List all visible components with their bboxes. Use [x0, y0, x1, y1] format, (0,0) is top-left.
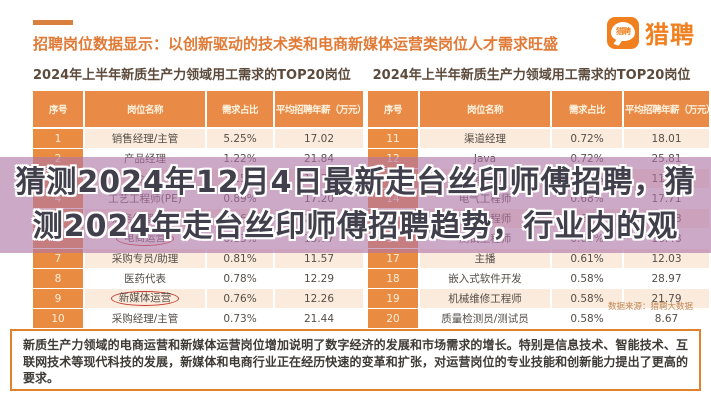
demand-share-cell: 0.61% [551, 248, 624, 269]
liepin-wordmark: 猎聘 [645, 21, 695, 49]
demand-share-cell: 0.58% [551, 268, 624, 289]
liepin-app-icon: 猎聘 [607, 16, 639, 49]
watermark-line-2: 测2024年走台丝印师傅招聘趋势，行业内的观 [32, 209, 679, 244]
demand-share-cell: 0.78% [206, 268, 275, 289]
rank-cell: 17 [368, 248, 420, 269]
column-header: 序号 [368, 91, 420, 129]
speech-bubble-icon: 猎聘 [611, 21, 635, 41]
rank-cell: 20 [368, 308, 420, 329]
avg-salary-cell: 8.67 [623, 308, 711, 329]
header-row: 序号 岗位名称 需求占比 平均招聘年薪（万元） [368, 91, 711, 129]
avg-salary-cell: 28.97 [623, 268, 711, 289]
job-name-cell: 渠道经理 [419, 128, 552, 149]
demand-share-cell: 0.76% [206, 288, 275, 309]
data-source-note: 数据来源：猎聘大数据 [607, 302, 693, 312]
column-header: 平均招聘年薪（万元） [274, 91, 365, 129]
job-name-cell: 嵌入式软件开发 [419, 268, 552, 289]
rank-cell: 10 [33, 308, 85, 329]
column-header: 需求占比 [551, 91, 624, 129]
rank-cell: 11 [368, 128, 420, 149]
rank-cell: 1 [33, 128, 85, 149]
column-header: 岗位名称 [84, 91, 207, 129]
headline: 招聘岗位数据显示：以创新驱动的技术类和电商新媒体运营类岗位人才需求旺盛 [33, 35, 559, 53]
rank-cell: 9 [33, 288, 85, 309]
table-row: 17 主播 0.61% 12.03 [368, 248, 711, 269]
job-name-cell: 质量检测员/测试员 [419, 308, 552, 329]
header-row: 序号 岗位名称 需求占比 平均招聘年薪（万元） [33, 91, 365, 129]
avg-salary-cell: 21.79 [623, 288, 711, 309]
highlight-circle: 新媒体运营 [110, 291, 180, 306]
table-title-left: 2024年上半年新质生产力领域用工需求的TOP20岗位 [33, 68, 351, 83]
avg-salary-cell: 21.44 [274, 308, 365, 329]
liepin-logo: 猎聘 猎聘 [607, 15, 695, 50]
column-header: 需求占比 [206, 91, 275, 129]
demand-share-cell: 0.81% [206, 248, 275, 269]
accent-dash [33, 20, 73, 25]
demand-share-cell: 5.25% [206, 128, 275, 149]
table-row: 9 新媒体运营 0.76% 12.26 [33, 288, 365, 309]
demand-share-cell: 0.58% [551, 288, 624, 309]
column-header: 平均招聘年薪（万元） [623, 91, 711, 129]
job-name-cell: 医药代表 [84, 268, 207, 289]
table-row: 10 采购经理/主管 0.73% 21.44 [33, 308, 365, 329]
summary-text-box: 新质生产力领域的电商运营和新媒体运营岗位增加说明了数字经济的发展和市场需求的增长… [10, 329, 701, 391]
demand-share-cell: 0.58% [551, 308, 624, 329]
job-name-cell: 主播 [419, 248, 552, 269]
rank-cell: 7 [33, 248, 85, 269]
watermark-overlay: 猜测2024年12月4日最新走台丝印师傅招聘，猜 测2024年走台丝印师傅招聘趋… [0, 157, 711, 253]
job-name-cell: 采购经理/主管 [84, 308, 207, 329]
avg-salary-cell: 11.57 [274, 248, 365, 269]
table-row: 18 嵌入式软件开发 0.58% 28.97 [368, 268, 711, 289]
table-row: 1 销售经理/主管 5.25% 17.02 [33, 128, 365, 149]
rank-cell: 19 [368, 288, 420, 309]
rank-cell: 8 [33, 268, 85, 289]
table-row: 8 医药代表 0.78% 12.29 [33, 268, 365, 289]
table-row: 11 渠道经理 0.72% 18.01 [368, 128, 711, 149]
column-header: 岗位名称 [419, 91, 552, 129]
watermark-line-1: 猜测2024年12月4日最新走台丝印师傅招聘，猜 [15, 165, 696, 200]
table-row: 19 机械维修工程师 0.58% 21.79 [368, 288, 711, 309]
avg-salary-cell: 12.29 [274, 268, 365, 289]
job-name-cell: 销售经理/主管 [84, 128, 207, 149]
demand-share-cell: 0.73% [206, 308, 275, 329]
avg-salary-cell: 18.01 [623, 128, 711, 149]
column-header: 序号 [33, 91, 85, 129]
job-name-cell: 机械维修工程师 [419, 288, 552, 309]
table-title-right: 2024年上半年新质生产力领域用工需求的TOP20岗位 [372, 68, 691, 83]
avg-salary-cell: 12.03 [623, 248, 711, 269]
rank-cell: 18 [368, 268, 420, 289]
job-name-cell: 新媒体运营 [84, 288, 207, 309]
avg-salary-cell: 12.26 [274, 288, 365, 309]
table-row: 20 质量检测员/测试员 0.58% 8.67 [368, 308, 711, 329]
demand-share-cell: 0.72% [551, 128, 624, 149]
avg-salary-cell: 17.02 [274, 128, 365, 149]
table-row: 7 采购专员/助理 0.81% 11.57 [33, 248, 365, 269]
job-name-cell: 采购专员/助理 [84, 248, 207, 269]
